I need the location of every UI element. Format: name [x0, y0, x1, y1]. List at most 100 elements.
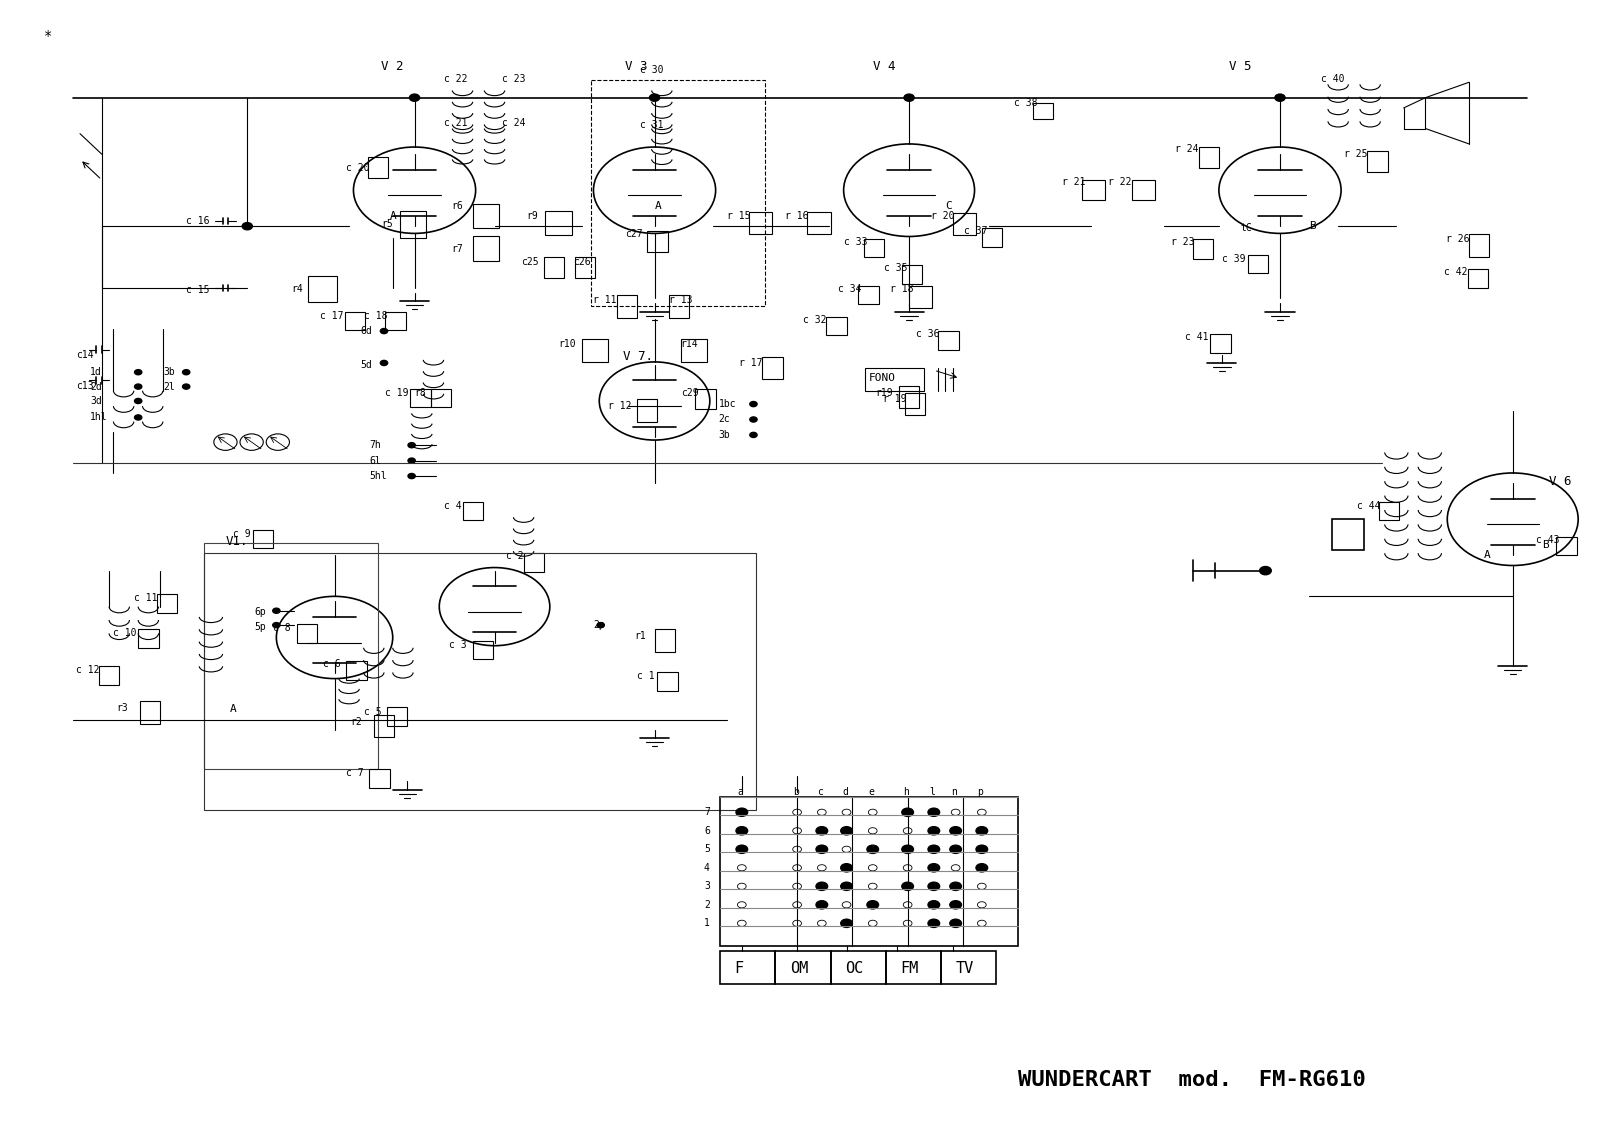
Text: c 32: c 32: [803, 314, 827, 325]
Bar: [648, 232, 667, 252]
Text: c29: c29: [680, 388, 698, 398]
Circle shape: [736, 809, 747, 817]
Text: a: a: [738, 787, 744, 796]
Text: r14: r14: [680, 339, 698, 349]
Circle shape: [134, 398, 142, 404]
Text: c14: c14: [75, 349, 93, 360]
Text: c 18: c 18: [363, 311, 387, 321]
Text: r 12: r 12: [608, 402, 632, 412]
Text: A: A: [1483, 550, 1490, 560]
Circle shape: [928, 900, 939, 909]
Bar: [720, 951, 776, 984]
Circle shape: [976, 845, 987, 854]
Bar: [546, 210, 571, 235]
Text: 1hl: 1hl: [90, 413, 107, 423]
Text: V 6: V 6: [1549, 475, 1571, 487]
Bar: [654, 629, 675, 651]
Bar: [1368, 152, 1387, 172]
Text: C: C: [946, 200, 952, 210]
Text: 4: 4: [704, 863, 710, 873]
Text: c 44: c 44: [1357, 501, 1381, 511]
Bar: [904, 392, 925, 415]
Text: c 9: c 9: [232, 528, 250, 538]
Bar: [864, 239, 885, 257]
Circle shape: [381, 361, 387, 365]
Text: 3b: 3b: [163, 368, 174, 378]
Circle shape: [902, 882, 914, 890]
Bar: [1557, 537, 1576, 555]
Text: c 40: c 40: [1320, 75, 1344, 84]
Text: tC: tC: [1240, 223, 1253, 233]
Circle shape: [928, 845, 939, 854]
Text: OC: OC: [845, 961, 864, 976]
Bar: [1333, 519, 1365, 550]
Text: c 1: c 1: [637, 671, 654, 681]
Text: r2: r2: [350, 717, 362, 727]
Circle shape: [750, 402, 757, 407]
Text: 6: 6: [704, 826, 710, 836]
Text: 2c: 2c: [718, 414, 730, 424]
Text: 2p: 2p: [594, 620, 605, 630]
Text: r 18: r 18: [890, 284, 914, 294]
Circle shape: [410, 94, 419, 102]
Bar: [400, 210, 426, 238]
Circle shape: [928, 882, 939, 890]
Bar: [138, 629, 158, 648]
Text: c: c: [818, 787, 824, 796]
Bar: [1032, 103, 1053, 119]
Circle shape: [867, 900, 878, 909]
Bar: [680, 339, 707, 362]
Bar: [826, 317, 846, 335]
Text: e: e: [869, 787, 874, 796]
Circle shape: [950, 920, 962, 927]
Text: 5p: 5p: [254, 622, 266, 632]
Text: r4: r4: [291, 284, 302, 294]
Text: r 20: r 20: [931, 210, 955, 221]
Bar: [1131, 180, 1155, 200]
Text: c 7: c 7: [346, 768, 363, 778]
Bar: [1082, 180, 1106, 200]
Circle shape: [902, 809, 914, 817]
Circle shape: [816, 827, 827, 835]
Bar: [808, 211, 830, 234]
Text: l: l: [930, 787, 936, 796]
Text: r 23: r 23: [1171, 236, 1195, 247]
Circle shape: [950, 900, 962, 909]
Circle shape: [840, 864, 853, 872]
Bar: [830, 951, 886, 984]
Bar: [523, 553, 544, 571]
Text: r 22: r 22: [1109, 176, 1131, 187]
Bar: [858, 286, 878, 304]
Bar: [472, 236, 499, 261]
Text: V 5: V 5: [1229, 60, 1251, 74]
Bar: [762, 356, 782, 379]
Circle shape: [950, 882, 962, 890]
Bar: [952, 213, 976, 235]
Text: V 2: V 2: [381, 60, 403, 74]
Text: V1.: V1.: [226, 535, 248, 549]
Text: c 39: c 39: [1222, 254, 1245, 265]
Bar: [1192, 239, 1213, 259]
Text: c 3: c 3: [450, 640, 467, 649]
Text: c 24: c 24: [502, 119, 525, 129]
Text: r3: r3: [117, 703, 128, 714]
Text: 6d: 6d: [360, 326, 373, 336]
Text: c 31: c 31: [640, 120, 664, 130]
Circle shape: [928, 827, 939, 835]
Bar: [296, 624, 317, 642]
Bar: [866, 368, 923, 390]
Text: F: F: [734, 961, 744, 976]
Text: c 21: c 21: [443, 119, 467, 129]
Text: 6p: 6p: [254, 606, 266, 616]
Bar: [346, 662, 366, 680]
Bar: [909, 286, 933, 309]
Bar: [253, 529, 274, 549]
Circle shape: [816, 882, 827, 890]
Circle shape: [736, 827, 747, 835]
Text: B: B: [1309, 222, 1315, 231]
Text: 7h: 7h: [370, 440, 381, 450]
Bar: [982, 228, 1002, 247]
Bar: [1379, 502, 1400, 520]
Text: 1bc: 1bc: [718, 399, 736, 409]
Text: c 8: c 8: [274, 623, 291, 633]
